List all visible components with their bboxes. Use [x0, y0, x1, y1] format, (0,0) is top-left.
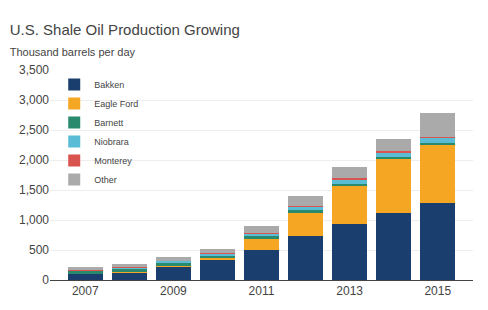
svg-text:1,000: 1,000 [19, 213, 49, 227]
svg-text:500: 500 [29, 243, 49, 257]
svg-text:3,000: 3,000 [19, 93, 49, 107]
svg-text:3,500: 3,500 [19, 63, 49, 77]
svg-text:Niobrara: Niobrara [94, 137, 129, 147]
svg-text:1,500: 1,500 [19, 183, 49, 197]
svg-text:2013: 2013 [336, 284, 363, 298]
svg-text:Monterey: Monterey [94, 156, 132, 166]
svg-text:Thousand barrels per day: Thousand barrels per day [10, 46, 136, 58]
svg-text:2009: 2009 [160, 284, 187, 298]
svg-text:2,000: 2,000 [19, 153, 49, 167]
svg-text:2015: 2015 [424, 284, 451, 298]
svg-text:0: 0 [42, 273, 49, 287]
svg-text:Eagle Ford: Eagle Ford [94, 99, 138, 109]
svg-text:2007: 2007 [72, 284, 99, 298]
svg-text:Barnett: Barnett [94, 118, 124, 128]
svg-text:2011: 2011 [249, 284, 275, 298]
svg-text:Bakken: Bakken [94, 80, 124, 90]
svg-text:U.S. Shale Oil Production Grow: U.S. Shale Oil Production Growing [10, 21, 240, 38]
svg-text:2,500: 2,500 [19, 123, 49, 137]
svg-text:Other: Other [94, 175, 117, 185]
